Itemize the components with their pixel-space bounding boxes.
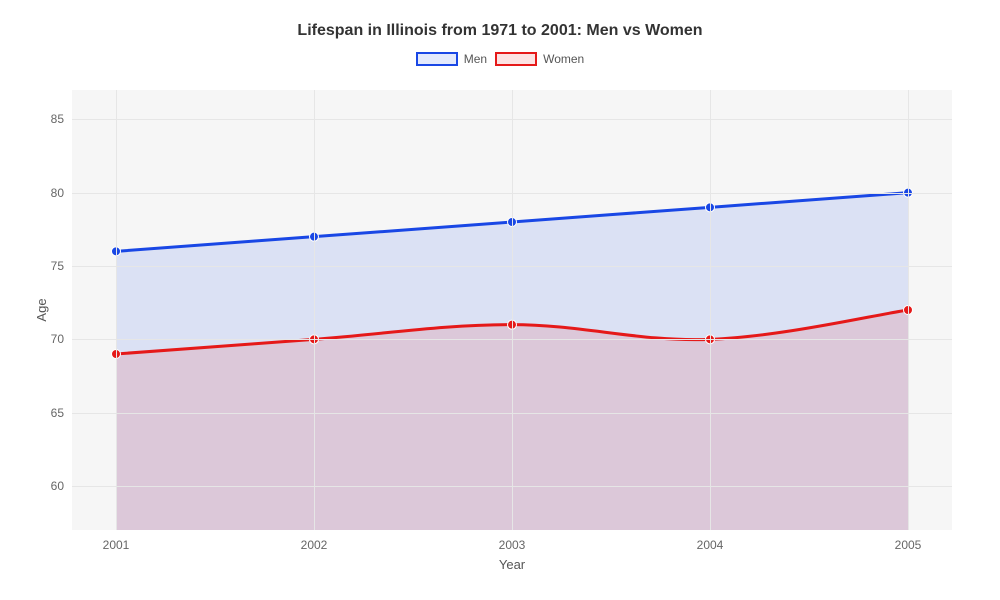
y-tick-label: 80 bbox=[51, 186, 72, 200]
x-tick-label: 2002 bbox=[301, 530, 328, 552]
y-tick-label: 65 bbox=[51, 406, 72, 420]
legend-label: Men bbox=[464, 52, 487, 66]
y-tick-label: 60 bbox=[51, 479, 72, 493]
gridline-v bbox=[116, 90, 117, 530]
chart-plot-area: Age Year 6065707580852001200220032004200… bbox=[72, 90, 952, 530]
x-tick-label: 2001 bbox=[103, 530, 130, 552]
y-axis-label: Age bbox=[34, 298, 49, 321]
gridline-v bbox=[908, 90, 909, 530]
y-tick-label: 70 bbox=[51, 332, 72, 346]
x-axis-label: Year bbox=[499, 557, 525, 572]
chart-legend: Men Women bbox=[0, 52, 1000, 66]
legend-item-women[interactable]: Women bbox=[495, 52, 584, 66]
y-tick-label: 75 bbox=[51, 259, 72, 273]
y-tick-label: 85 bbox=[51, 112, 72, 126]
legend-label: Women bbox=[543, 52, 584, 66]
x-tick-label: 2005 bbox=[895, 530, 922, 552]
gridline-v bbox=[314, 90, 315, 530]
gridline-v bbox=[710, 90, 711, 530]
legend-swatch bbox=[495, 52, 537, 66]
gridline-v bbox=[512, 90, 513, 530]
chart-title: Lifespan in Illinois from 1971 to 2001: … bbox=[0, 22, 1000, 40]
x-tick-label: 2004 bbox=[697, 530, 724, 552]
legend-item-men[interactable]: Men bbox=[416, 52, 487, 66]
legend-swatch bbox=[416, 52, 458, 66]
x-tick-label: 2003 bbox=[499, 530, 526, 552]
